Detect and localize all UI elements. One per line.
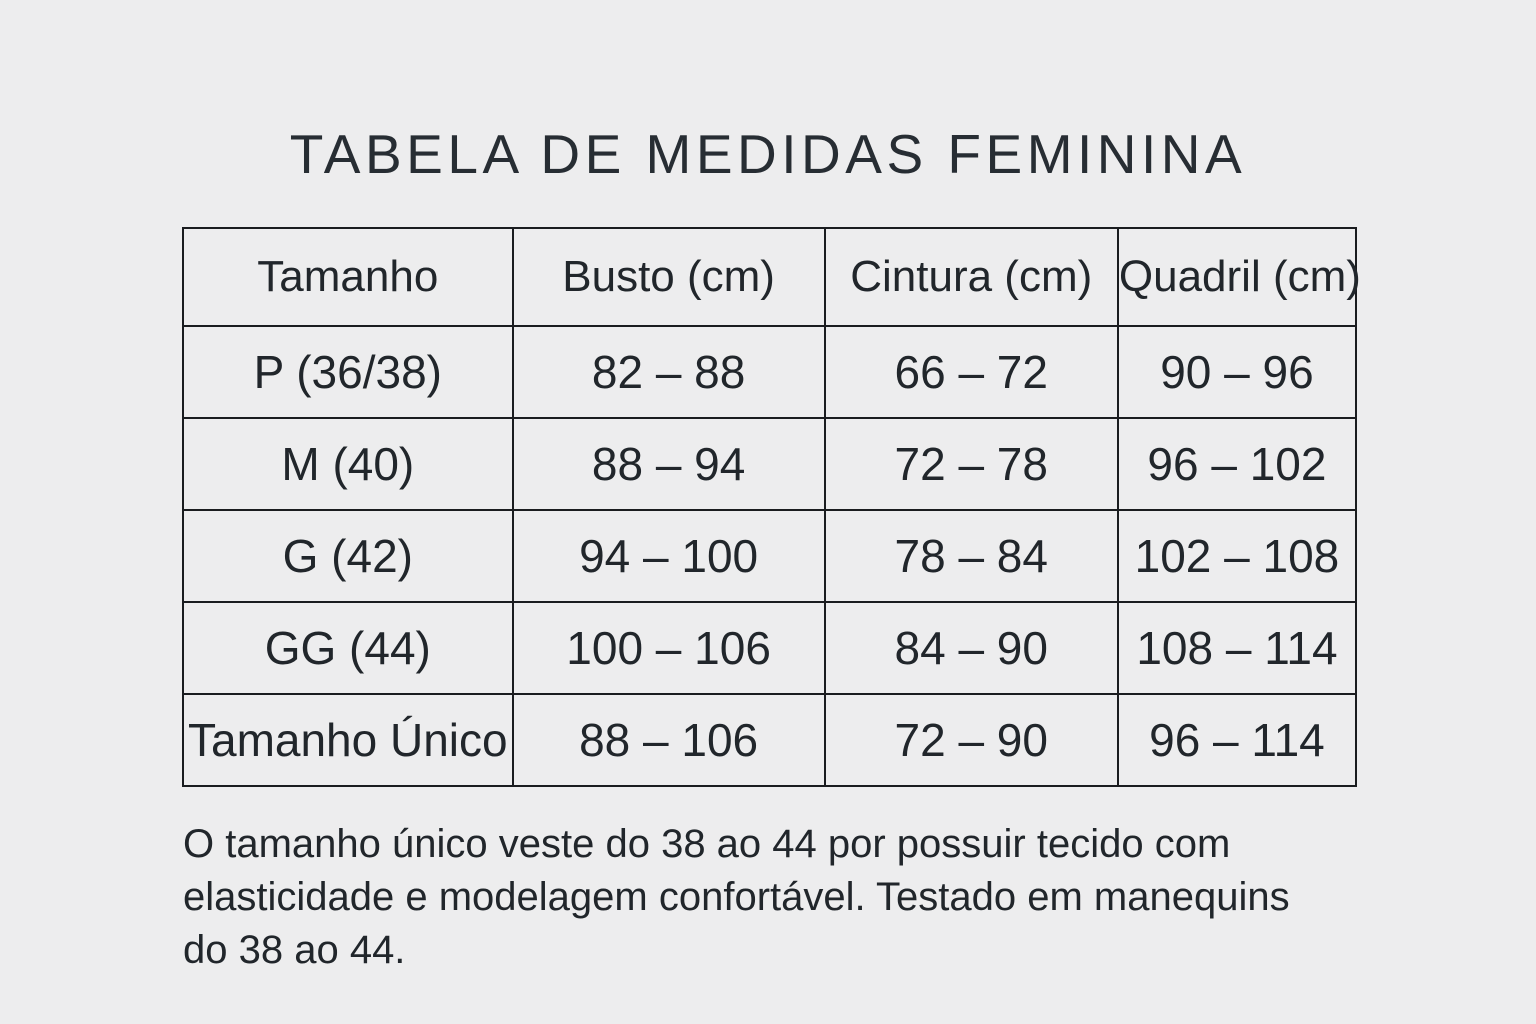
page-title: TABELA DE MEDIDAS FEMININA [289, 123, 1247, 185]
header-cell-tamanho: Tamanho [182, 227, 514, 327]
cintura-cell: 66 – 72 [823, 325, 1119, 419]
busto-cell: 100 – 106 [511, 601, 826, 695]
size-cell: GG (44) [182, 601, 514, 695]
table-header-row: Tamanho Busto (cm) Cintura (cm) Quadril … [182, 227, 1361, 327]
size-cell: Tamanho Único [182, 693, 514, 787]
table-row: M (40) 88 – 94 72 – 78 96 – 102 [182, 417, 1358, 511]
table-row: GG (44) 100 – 106 84 – 90 108 – 114 [182, 601, 1358, 695]
size-cell: G (42) [182, 509, 514, 603]
cintura-cell: 78 – 84 [823, 509, 1119, 603]
size-note-line: do 38 ao 44. [183, 928, 406, 972]
size-cell: P (36/38) [182, 325, 514, 419]
size-note-line: elasticidade e modelagem confortável. Te… [183, 875, 1290, 919]
cintura-cell: 72 – 78 [823, 417, 1119, 511]
quadril-cell: 102 – 108 [1116, 509, 1358, 603]
size-table: Tamanho Busto (cm) Cintura (cm) Quadril … [182, 227, 1361, 787]
quadril-cell: 90 – 96 [1116, 325, 1358, 419]
table-row: P (36/38) 82 – 88 66 – 72 90 – 96 [182, 325, 1358, 419]
header-cell-busto: Busto (cm) [511, 227, 826, 327]
quadril-cell: 108 – 114 [1116, 601, 1358, 695]
table-row: Tamanho Único 88 – 106 72 – 90 96 – 114 [182, 693, 1358, 787]
busto-cell: 94 – 100 [511, 509, 826, 603]
cintura-cell: 72 – 90 [823, 693, 1119, 787]
cintura-cell: 84 – 90 [823, 601, 1119, 695]
quadril-cell: 96 – 102 [1116, 417, 1358, 511]
header-cell-quadril: Quadril (cm) [1116, 227, 1361, 327]
busto-cell: 82 – 88 [511, 325, 826, 419]
table-row: G (42) 94 – 100 78 – 84 102 – 108 [182, 509, 1358, 603]
busto-cell: 88 – 94 [511, 417, 826, 511]
size-cell: M (40) [182, 417, 514, 511]
busto-cell: 88 – 106 [511, 693, 826, 787]
quadril-cell: 96 – 114 [1116, 693, 1358, 787]
header-cell-cintura: Cintura (cm) [823, 227, 1119, 327]
size-note: O tamanho único veste do 38 ao 44 por po… [183, 818, 1290, 977]
size-note-line: O tamanho único veste do 38 ao 44 por po… [183, 822, 1231, 866]
